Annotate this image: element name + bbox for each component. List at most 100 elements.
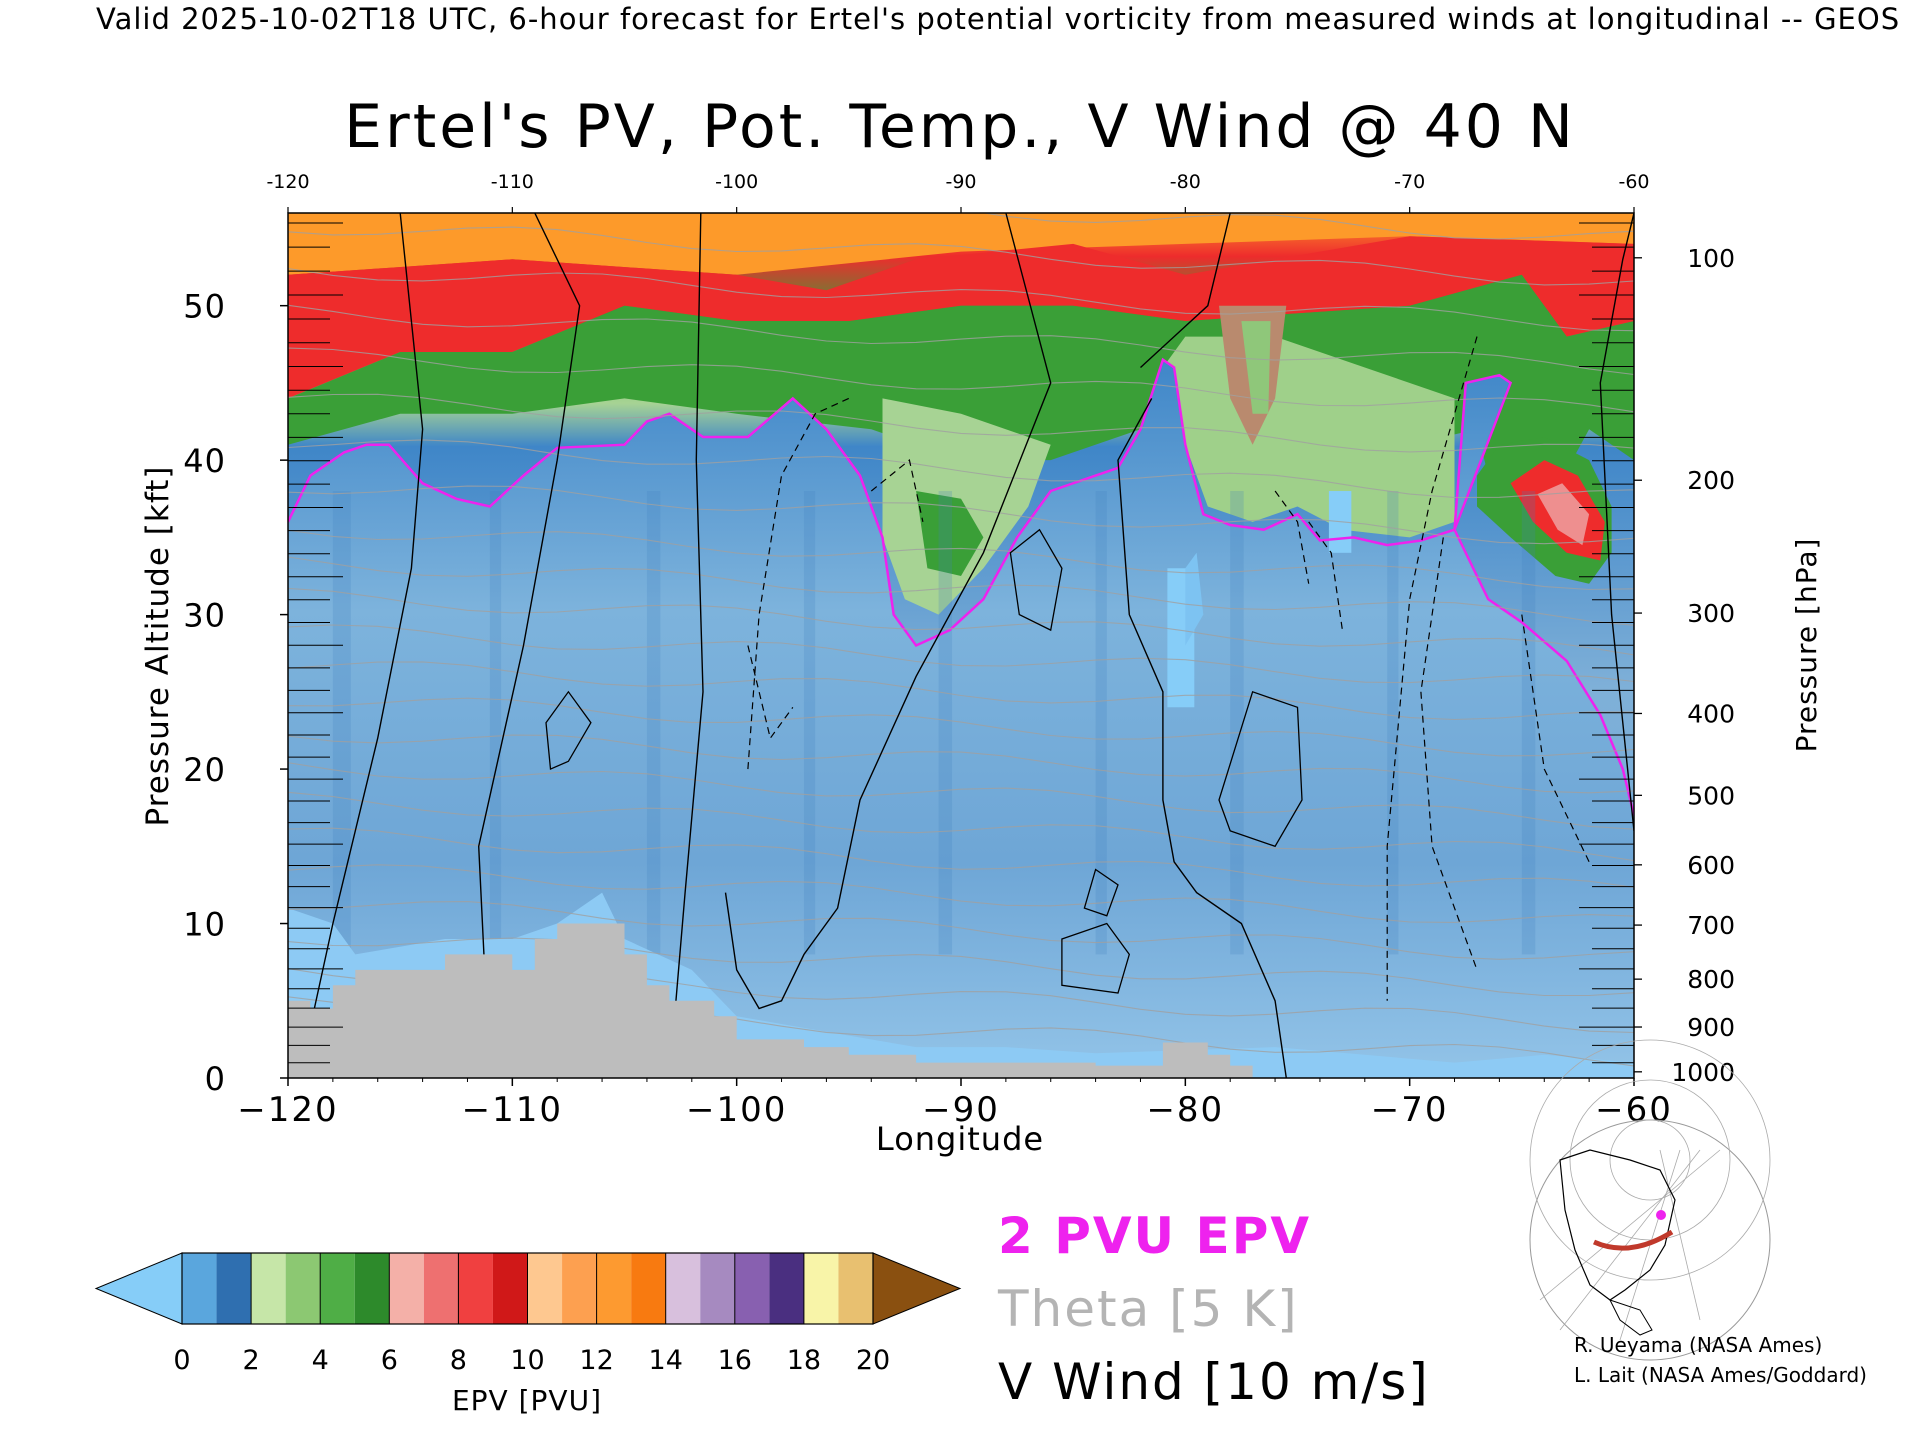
y2-tick-label-4: 600: [1687, 851, 1735, 880]
vwind-loop-2: [1218, 690, 1303, 848]
vwind-contour-dashed-7: [870, 459, 924, 523]
inset-map-marker: [1656, 1210, 1666, 1220]
pv-tongue-green: [916, 491, 984, 576]
pv-streak-0: [332, 491, 351, 955]
x-top-tick-label-0: -120: [266, 171, 309, 193]
pv-2pvu-contour: [288, 357, 1634, 816]
colorbar-tick-label-2: 4: [312, 1345, 329, 1376]
colorbar-under-arrow: [94, 1252, 183, 1325]
theta-contour-16: [288, 439, 1634, 499]
pv-troposphere-blue: [288, 359, 1634, 1078]
vwind-loop-1: [1009, 528, 1063, 632]
inset-map-continent: [1559, 1149, 1676, 1301]
colorbar-bin-1b: [285, 1253, 321, 1324]
pv-streak-1: [489, 491, 502, 955]
colorbar-bin-5b: [562, 1253, 597, 1324]
y-tick-label-4: 40: [183, 442, 226, 480]
theta-contour-15: [288, 485, 1634, 545]
y-tick-label-2: 20: [183, 751, 226, 789]
pv-streak-2: [646, 491, 661, 955]
theta-contour-6: [288, 791, 1634, 862]
pv-streak-7: [1387, 491, 1399, 955]
theta-contour-11: [288, 624, 1634, 684]
pv-region-green-a: [1241, 321, 1271, 414]
theta-contour-21: [288, 226, 1634, 286]
colorbar-bin-6b: [631, 1253, 666, 1324]
colorbar-tick-label-9: 18: [787, 1345, 821, 1376]
theta-contour-19: [288, 304, 1634, 376]
terrain: [288, 923, 1253, 1078]
y-tick-label-3: 30: [183, 597, 226, 635]
colorbar-bin-6a: [596, 1253, 632, 1324]
vwind-contour-dashed-3: [1420, 537, 1478, 971]
y2-tick-label-8: 200: [1687, 466, 1735, 495]
x-top-tick-label-1: -110: [491, 171, 534, 193]
pv-streak-8: [1521, 491, 1536, 955]
pv-band-9: [288, 236, 1634, 399]
theta-contour-12: [288, 587, 1634, 656]
pv-light-blue-patch-c: [1185, 552, 1204, 646]
y2-tick-label-6: 400: [1687, 699, 1735, 728]
pv-tongue-green-east: [1477, 437, 1612, 584]
inset-map-meridian-2: [1619, 1149, 1681, 1341]
credit-line-2: L. Lait (NASA Ames/Goddard): [1574, 1363, 1867, 1387]
pv-region-brown-a: [1219, 305, 1287, 445]
inset-map-parallel-0: [1609, 1119, 1691, 1201]
y2-tick-label-3: 700: [1687, 911, 1735, 940]
colorbar-tick-label-0: 0: [173, 1345, 190, 1376]
inset-map-central-america: [1609, 1299, 1653, 1336]
colorbar-bin-3a: [389, 1253, 424, 1324]
x-top-tick-label-6: -60: [1618, 171, 1649, 193]
inset-map-parallel-2: [1529, 1039, 1771, 1281]
colorbar-bin-4a: [458, 1253, 493, 1324]
vwind-contour-solid-0: [298, 213, 424, 1078]
pv-tongue-pink-east: [1537, 483, 1590, 546]
vwind-contour-solid-4: [1117, 398, 1287, 1078]
colorbar-bin-2a: [320, 1253, 355, 1324]
colorbar-bin-5a: [527, 1253, 563, 1324]
y2-tick-label-7: 300: [1687, 599, 1735, 628]
colorbar-bin-7b: [700, 1253, 735, 1324]
colorbar-bin-8a: [734, 1253, 770, 1324]
y-tick-label-0: 0: [205, 1060, 226, 1098]
vwind-contour-dashed-6: [1274, 490, 1310, 584]
vwind-contour-dashed-5: [1308, 521, 1343, 631]
theta-contour-22: [981, 213, 1634, 240]
y2-tick-label-1: 900: [1687, 1013, 1735, 1042]
y2-tick-label-5: 500: [1687, 781, 1735, 810]
x-axis-label: Longitude: [876, 1120, 1044, 1158]
vwind-loop-4: [1083, 868, 1119, 917]
vwind-contour-solid-3: [724, 213, 1052, 1010]
colorbar-tick-label-4: 8: [450, 1345, 467, 1376]
colorbar-tick-label-5: 10: [510, 1345, 544, 1376]
theta-contour-17: [288, 393, 1634, 453]
inset-map-cross-section-line: [1592, 1229, 1674, 1251]
pv-region-light-green: [1162, 336, 1455, 538]
colorbar-tick-label-1: 2: [243, 1345, 260, 1376]
colorbar-bin-0a: [182, 1253, 217, 1324]
y-axis-label: Pressure Altitude [kft]: [140, 466, 176, 827]
legend-pv-entry: 2 PVU EPV: [998, 1207, 1312, 1265]
x-top-tick-label-3: -90: [945, 171, 976, 193]
colorbar-bin-9b: [838, 1253, 873, 1324]
theta-contour-1: [288, 968, 1634, 1034]
vwind-contour-solid-6: [1140, 213, 1231, 369]
colorbar-frame: [181, 1252, 874, 1325]
theta-contour-9: [288, 697, 1634, 757]
pv-light-blue-patch-a: [1167, 568, 1195, 708]
pv-band-12: [288, 213, 1634, 275]
pv-light-blue-patch-b: [1328, 491, 1352, 553]
colorbar-tick-label-6: 12: [579, 1345, 613, 1376]
colorbar-tick-label-8: 16: [718, 1345, 752, 1376]
colorbar-bin-1a: [251, 1253, 286, 1324]
theta-contour-3: [288, 901, 1634, 960]
theta-contour-8: [288, 734, 1634, 794]
colorbar-over-arrow: [872, 1252, 962, 1325]
theta-contour-0: [288, 996, 1634, 1067]
legend-vwind-entry: V Wind [10 m/s]: [998, 1353, 1430, 1411]
colorbar-tick-label-10: 20: [856, 1345, 890, 1376]
y2-tick-label-2: 800: [1687, 965, 1735, 994]
theta-contour-5: [288, 827, 1634, 888]
x-tick-label-5: −70: [1371, 1090, 1449, 1130]
